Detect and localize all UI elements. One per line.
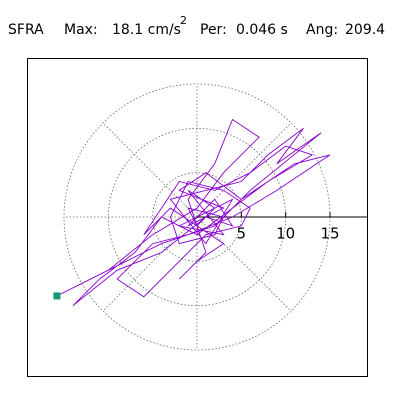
ang-value: 209.4: [345, 22, 385, 38]
title: SFRA Max: 18.1 cm/s 2 Per: 0.046 s Ang: …: [8, 14, 385, 38]
max-value: 18.1 cm/s: [112, 22, 181, 38]
plot-frame: [27, 58, 368, 377]
per-label: Per:: [200, 22, 227, 38]
grid-spoke: [102, 216, 198, 312]
x-tick-label: 5: [237, 225, 247, 243]
peak-marker: [53, 292, 61, 300]
per-value: 0.046 s: [236, 22, 288, 38]
max-label: Max:: [64, 22, 98, 38]
grid-spoke: [102, 122, 198, 218]
station: SFRA: [8, 22, 44, 38]
max-exp: 2: [180, 14, 187, 27]
ang-label: Ang:: [306, 22, 338, 38]
x-tick-label: 15: [320, 225, 339, 243]
motion-trace: [56, 118, 331, 307]
x-tick-label: 10: [276, 225, 295, 243]
